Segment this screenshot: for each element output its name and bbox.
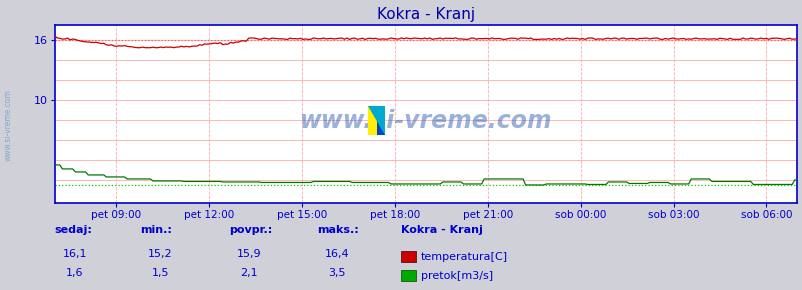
Text: 15,2: 15,2 bbox=[148, 249, 172, 259]
Text: 1,6: 1,6 bbox=[66, 268, 83, 278]
Text: min.:: min.: bbox=[140, 225, 172, 235]
Text: Kokra - Kranj: Kokra - Kranj bbox=[401, 225, 483, 235]
Text: 16,4: 16,4 bbox=[325, 249, 349, 259]
Text: www.si-vreme.com: www.si-vreme.com bbox=[299, 109, 552, 133]
Text: 3,5: 3,5 bbox=[328, 268, 346, 278]
Text: temperatura[C]: temperatura[C] bbox=[420, 252, 507, 262]
Text: maks.:: maks.: bbox=[317, 225, 358, 235]
Text: povpr.:: povpr.: bbox=[229, 225, 272, 235]
Text: pretok[m3/s]: pretok[m3/s] bbox=[420, 271, 492, 281]
Text: 1,5: 1,5 bbox=[152, 268, 169, 278]
Text: www.si-vreme.com: www.si-vreme.com bbox=[3, 89, 13, 161]
Title: Kokra - Kranj: Kokra - Kranj bbox=[376, 7, 475, 22]
Bar bbox=[367, 106, 376, 135]
Text: sedaj:: sedaj: bbox=[55, 225, 92, 235]
Text: 2,1: 2,1 bbox=[240, 268, 257, 278]
Bar bbox=[376, 106, 385, 135]
Text: 16,1: 16,1 bbox=[63, 249, 87, 259]
Polygon shape bbox=[367, 106, 385, 135]
Text: 15,9: 15,9 bbox=[237, 249, 261, 259]
